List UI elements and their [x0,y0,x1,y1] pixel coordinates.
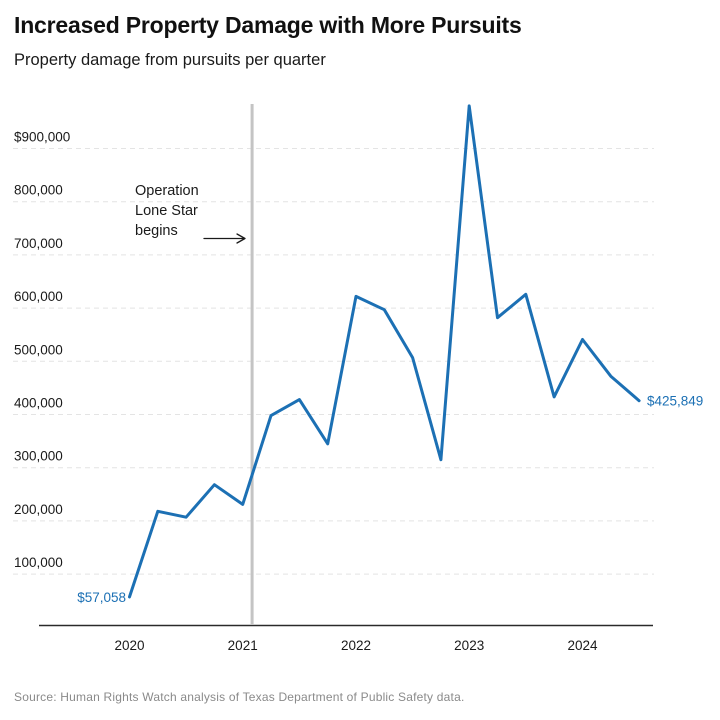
y-axis-label: 600,000 [14,289,63,304]
y-axis-label: 400,000 [14,396,63,411]
event-annotation-line: Operation [135,183,199,199]
x-axis-label: 2023 [454,638,484,653]
x-axis-label: 2022 [341,638,371,653]
first-point-label: $57,058 [77,590,126,605]
y-axis-label: 700,000 [14,236,63,251]
chart-title: Increased Property Damage with More Purs… [14,12,522,38]
y-axis-label: 800,000 [14,183,63,198]
arrow-icon [203,233,246,244]
x-axis-label: 2021 [228,638,258,653]
chart-subtitle: Property damage from pursuits per quarte… [14,51,326,69]
data-line [128,104,641,599]
x-axis-label: 2020 [114,638,144,653]
y-axis-label: 500,000 [14,342,63,357]
y-axis-label: $900,000 [14,130,70,145]
event-annotation-line: begins [135,223,178,239]
event-annotation-line: Lone Star [135,203,198,219]
x-axis-label: 2024 [567,638,598,653]
last-point-label: $425,849 [647,394,703,409]
y-axis-label: 300,000 [14,449,63,464]
y-axis-label: 100,000 [14,555,63,570]
source-note: Source: Human Rights Watch analysis of T… [14,690,465,704]
y-axis-label: 200,000 [14,502,63,517]
event-annotation: Operation Lone Star begins [135,181,199,241]
